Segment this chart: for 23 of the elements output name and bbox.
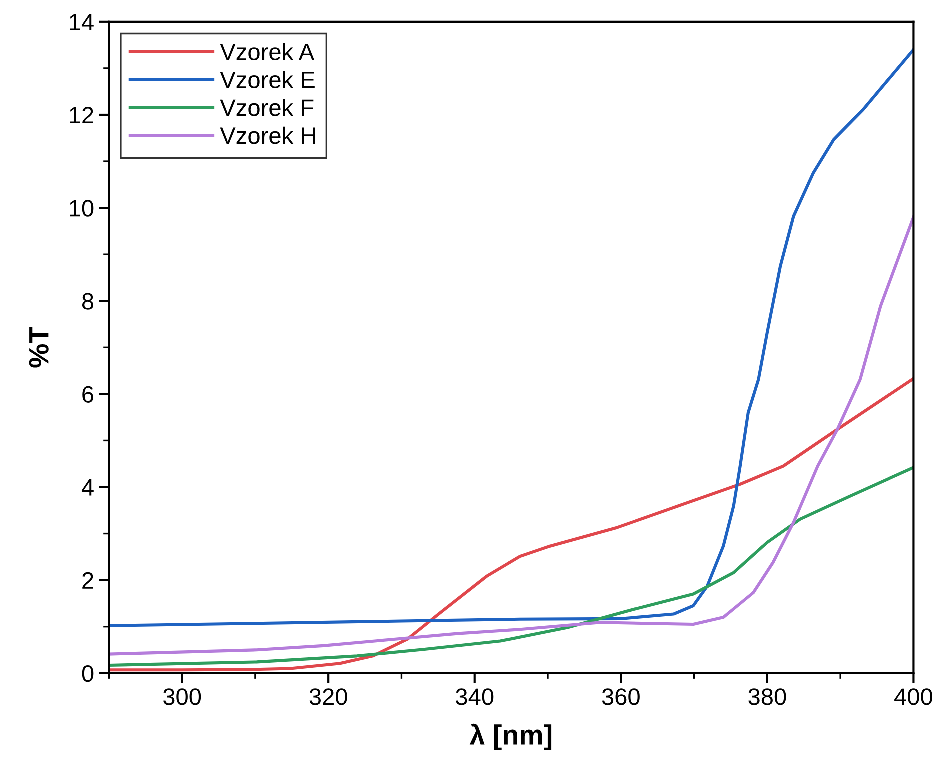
y-tick-label: 4 [82, 480, 94, 496]
legend-label: Vzorek F [220, 99, 314, 116]
legend-label: Vzorek E [220, 71, 315, 88]
y-tick-label: 14 [70, 14, 94, 30]
y-tick-label: 8 [82, 293, 94, 310]
legend-label: Vzorek A [220, 43, 315, 61]
x-tick-label: 300 [164, 688, 202, 706]
y-tick-label: 2 [82, 572, 94, 589]
x-axis-title: λ [nm] [470, 724, 552, 750]
y-tick-label: 6 [82, 386, 94, 403]
y-axis-title: %T [29, 327, 49, 368]
x-tick-label: 360 [602, 688, 640, 706]
line-series [109, 216, 914, 656]
x-tick-label: 380 [748, 688, 786, 706]
y-tick-label: 10 [70, 200, 94, 217]
line-series [109, 377, 914, 672]
y-tick-label: 12 [70, 107, 94, 124]
line-series [109, 466, 914, 667]
legend-label: Vzorek H [220, 126, 316, 144]
x-tick-label: 400 [894, 688, 932, 706]
x-tick-label: 320 [310, 688, 348, 706]
y-tick-label: 0 [82, 665, 94, 682]
x-tick-label: 340 [456, 688, 494, 706]
